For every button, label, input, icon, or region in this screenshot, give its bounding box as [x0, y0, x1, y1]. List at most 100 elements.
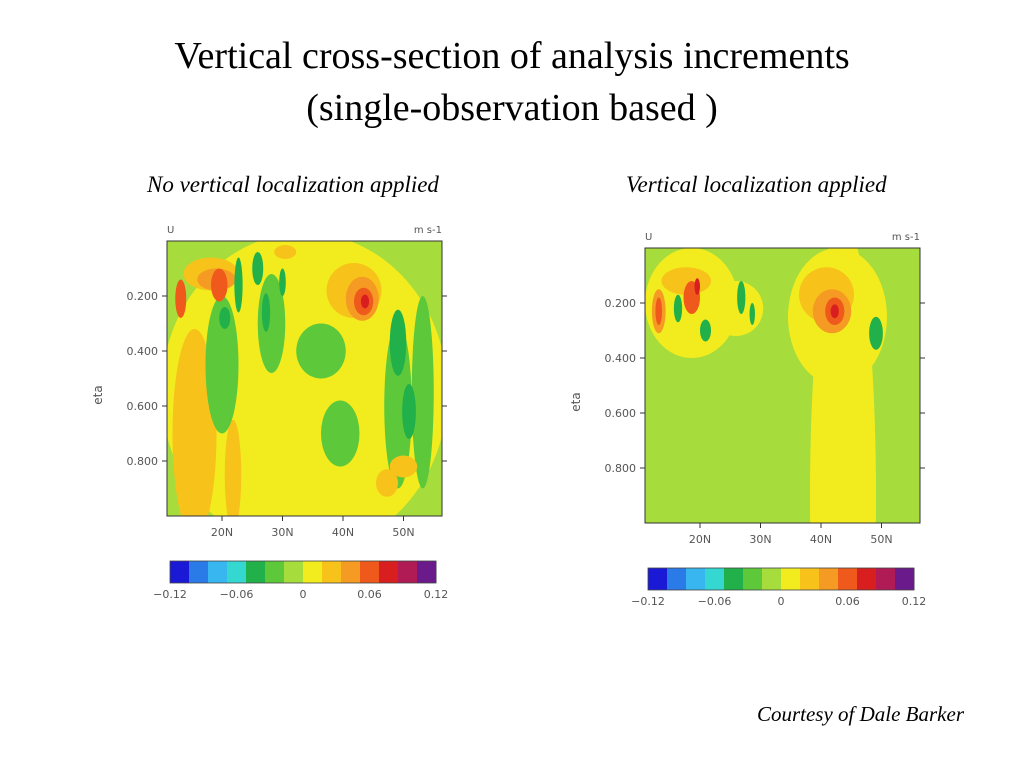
- plot-frame: [166, 240, 443, 517]
- x-tick-label: 40N: [332, 526, 354, 539]
- colorbar-swatch: [667, 568, 687, 590]
- colorbar-swatch: [705, 568, 725, 590]
- colorbar-swatch: [838, 568, 858, 590]
- title-line-2: (single-observation based ): [306, 87, 718, 129]
- slide-title: Vertical cross-section of analysis incre…: [0, 30, 1024, 134]
- contour-region: [411, 296, 434, 489]
- x-tick-label: 30N: [271, 526, 293, 539]
- contour-fills: [167, 241, 442, 516]
- y-tick-label: 0.400: [605, 352, 637, 365]
- colorbar-swatch: [322, 561, 342, 583]
- colorbar-label: 0.06: [835, 595, 860, 608]
- x-tick-label: 50N: [870, 533, 892, 546]
- colorbar-swatch: [284, 561, 304, 583]
- colorbar-swatch: [417, 561, 437, 583]
- y-tick-label: 0.800: [127, 455, 159, 468]
- units-label: m s-1: [892, 232, 920, 243]
- contour-region: [360, 294, 370, 309]
- contour-region: [219, 307, 231, 329]
- colorbar-swatch: [170, 561, 190, 583]
- colorbar-frame: [169, 560, 437, 584]
- colorbar-label: 0: [778, 595, 785, 608]
- colorbar-swatch: [398, 561, 418, 583]
- colorbar-swatch: [360, 561, 380, 583]
- left-panel-caption: No vertical localization applied: [147, 172, 439, 197]
- contour-region: [737, 281, 746, 314]
- y-tick-label: 0.200: [605, 297, 637, 310]
- colorbar-swatch: [303, 561, 323, 583]
- y-tick-label: 0.800: [605, 462, 637, 475]
- contour-region: [700, 319, 711, 342]
- contour-region: [869, 316, 883, 350]
- contour-region: [321, 400, 360, 467]
- colorbar-swatch: [876, 568, 896, 590]
- colorbar-swatch: [895, 568, 915, 590]
- colorbar-label: −0.06: [220, 588, 254, 601]
- colorbar-swatch: [227, 561, 247, 583]
- colorbar-label: −0.06: [698, 595, 732, 608]
- contour-region: [274, 245, 297, 259]
- contour-region: [708, 281, 764, 336]
- contour-region: [402, 384, 416, 439]
- colorbar-swatch: [743, 568, 763, 590]
- x-tick-label: 50N: [392, 526, 414, 539]
- x-tick-label: 40N: [810, 533, 832, 546]
- contour-region: [694, 278, 700, 295]
- colorbar-swatch: [648, 568, 668, 590]
- colorbar-swatch: [724, 568, 744, 590]
- contour-region: [749, 303, 755, 325]
- contour-fills: [645, 248, 887, 523]
- contour-region: [261, 293, 271, 332]
- colorbar-label: 0.12: [424, 588, 449, 601]
- contour-region: [234, 257, 243, 313]
- colorbar-swatch: [265, 561, 285, 583]
- y-tick-label: 0.600: [605, 407, 637, 420]
- contour-region: [655, 297, 663, 325]
- plot-frame: [644, 247, 921, 524]
- contour-region: [384, 323, 412, 489]
- units-label: m s-1: [414, 225, 442, 236]
- variable-label: U: [167, 225, 174, 236]
- contour-region: [279, 268, 286, 296]
- y-tick-label: 0.600: [127, 400, 159, 413]
- colorbar-swatch: [246, 561, 266, 583]
- contour-region: [673, 294, 683, 323]
- colorbar-swatch: [686, 568, 706, 590]
- y-tick-label: 0.400: [127, 345, 159, 358]
- y-axis-label: eta: [569, 392, 583, 411]
- contour-region: [211, 268, 228, 302]
- contour-region: [830, 304, 839, 319]
- contour-region: [389, 455, 418, 478]
- title-line-1: Vertical cross-section of analysis incre…: [174, 35, 850, 77]
- colorbar-swatch: [857, 568, 877, 590]
- contour-region: [296, 323, 346, 379]
- credit-footer: Courtesy of Dale Barker: [756, 702, 964, 726]
- colorbar-swatch: [379, 561, 399, 583]
- colorbar-label: 0.06: [357, 588, 382, 601]
- colorbar-swatch: [819, 568, 839, 590]
- y-axis-label: eta: [91, 385, 105, 404]
- colorbar-swatch: [781, 568, 801, 590]
- x-tick-label: 20N: [689, 533, 711, 546]
- colorbar-label: 0: [300, 588, 307, 601]
- right-panel-caption: Vertical localization applied: [626, 172, 887, 197]
- contour-region: [224, 419, 242, 516]
- contour-region: [376, 469, 398, 497]
- colorbar-label: 0.12: [902, 595, 927, 608]
- colorbar-frame: [647, 567, 915, 591]
- colorbar-swatch: [800, 568, 820, 590]
- contour-region: [252, 252, 264, 285]
- colorbar-label: −0.12: [153, 588, 187, 601]
- colorbar-swatch: [341, 561, 361, 583]
- variable-label: U: [645, 232, 652, 243]
- contour-region: [389, 309, 407, 376]
- colorbar-swatch: [208, 561, 228, 583]
- x-tick-label: 30N: [749, 533, 771, 546]
- y-tick-label: 0.200: [127, 290, 159, 303]
- contour-region: [172, 329, 217, 516]
- colorbar-label: −0.12: [631, 595, 665, 608]
- x-tick-label: 20N: [211, 526, 233, 539]
- colorbar-swatch: [762, 568, 782, 590]
